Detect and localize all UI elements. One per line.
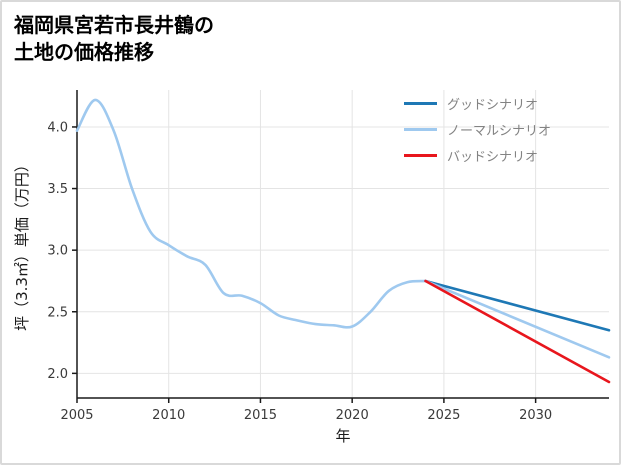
legend-label-good: グッドシナリオ	[447, 97, 539, 113]
y-tick-label: 4.0	[47, 120, 68, 135]
legend-line-swatch-good	[404, 101, 437, 105]
x-axis-title: 年	[335, 427, 350, 445]
x-tick-label: 2015	[244, 408, 277, 423]
legend-item-good-scenario: グッドシナリオ	[404, 90, 551, 116]
legend-line-swatch-normal	[404, 127, 437, 131]
x-tick-label: 2020	[336, 408, 369, 423]
series-line-history	[75, 98, 427, 329]
y-tick-label: 2.0	[47, 367, 68, 382]
chart-title: 福岡県宮若市長井鶴の 土地の価格推移	[14, 12, 214, 66]
x-tick-label: 2025	[427, 408, 460, 423]
series-line-forecast-good	[424, 279, 611, 332]
chart-title-line1: 福岡県宮若市長井鶴の	[14, 13, 214, 37]
x-tick-label: 2005	[60, 408, 93, 423]
y-axis-title: 坪（3.3㎡）単価（万円）	[13, 157, 31, 331]
legend-item-bad-scenario: バッドシナリオ	[404, 142, 551, 168]
y-tick-label: 3.5	[47, 182, 68, 197]
series-line-forecast-bad	[424, 279, 611, 384]
x-tick-label: 2010	[152, 408, 185, 423]
y-tick-label: 2.5	[47, 305, 68, 320]
legend-label-normal: ノーマルシナリオ	[447, 123, 552, 139]
x-tick-label: 2030	[519, 408, 552, 423]
legend-label-bad: バッドシナリオ	[447, 149, 539, 165]
legend-line-swatch-bad	[404, 153, 437, 157]
chart-legend: グッドシナリオ ノーマルシナリオ バッドシナリオ	[404, 90, 551, 168]
chart-title-line2: 土地の価格推移	[14, 40, 154, 64]
series-line-forecast-normal	[424, 279, 611, 359]
legend-item-normal-scenario: ノーマルシナリオ	[404, 116, 551, 142]
y-tick-label: 3.0	[47, 244, 68, 259]
